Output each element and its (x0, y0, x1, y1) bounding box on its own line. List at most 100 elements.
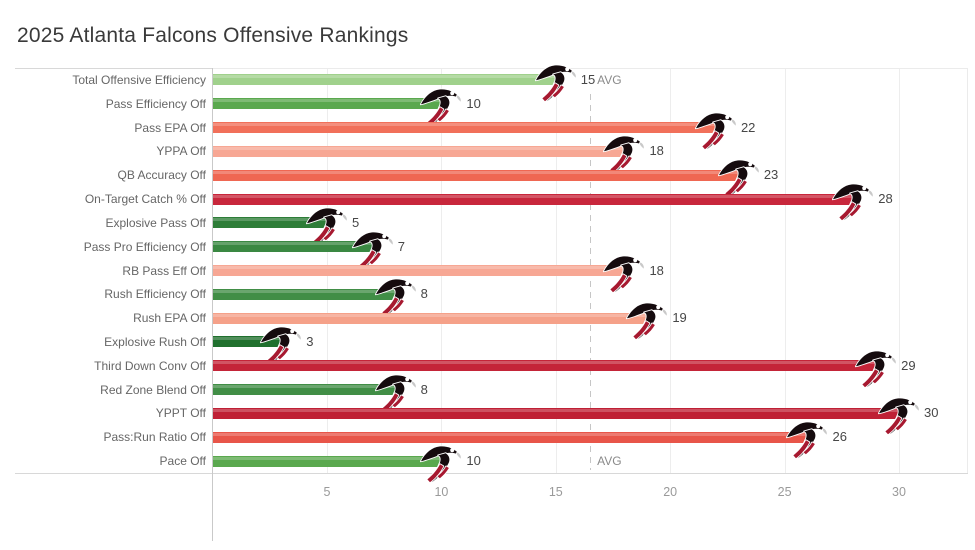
bar-value-label: 19 (672, 310, 687, 326)
bar-highlight (213, 99, 442, 103)
bar-mark[interactable] (213, 122, 717, 134)
falcons-logo-icon (374, 278, 417, 317)
bar-value-label: 18 (649, 143, 664, 159)
bar-mark-logo[interactable] (715, 153, 763, 198)
category-label: Rush Efficiency Off (104, 287, 206, 302)
falcons-logo-icon (832, 183, 874, 222)
bar-mark[interactable] (213, 193, 854, 205)
bar-mark-logo[interactable] (349, 224, 397, 269)
category-label: Total Offensive Efficiency (72, 72, 206, 87)
x-tick-label: 20 (663, 485, 678, 499)
bar-value-label: 26 (832, 429, 847, 445)
category-label: Red Zone Blend Off (100, 382, 206, 397)
bar-highlight (213, 123, 717, 127)
bar-highlight (213, 313, 648, 317)
bar-mark-logo[interactable] (692, 105, 740, 150)
bar-value-label: 8 (420, 381, 428, 397)
x-tick-label: 10 (434, 485, 449, 499)
bar-value-label: 23 (763, 167, 779, 183)
bar-mark-logo[interactable] (417, 439, 465, 484)
bar-value-label: 10 (466, 453, 481, 469)
falcons-logo-icon (603, 135, 646, 174)
bar-highlight (213, 75, 557, 79)
bar-mark-logo[interactable] (372, 272, 420, 317)
bar-value-label: 28 (878, 191, 893, 207)
chart-title: 2025 Atlanta Falcons Offensive Rankings (17, 24, 409, 47)
category-label: On-Target Catch % Off (84, 192, 206, 207)
bar-value-label: 10 (466, 95, 481, 111)
bar-value-label: 7 (397, 238, 405, 254)
category-label: Explosive Pass Off (105, 215, 207, 230)
bar-value-label: 3 (306, 333, 314, 349)
bar-highlight (213, 432, 808, 436)
falcons-logo-icon (534, 64, 577, 103)
bar-mark-logo[interactable] (852, 344, 900, 388)
bar-mark[interactable] (213, 169, 740, 181)
falcons-logo-icon (260, 326, 302, 365)
bar-mark[interactable] (213, 265, 625, 276)
bar-mark[interactable] (213, 241, 374, 253)
avg-line-label-top: AVG (597, 72, 622, 87)
category-label: Third Down Conv Off (94, 358, 206, 373)
header-top-border (15, 68, 212, 69)
bar-value-label: 30 (924, 405, 939, 421)
falcons-logo-icon (420, 445, 463, 484)
category-label: Pace Off (159, 454, 206, 469)
gridline (670, 68, 672, 473)
bar-mark[interactable] (213, 145, 625, 157)
gridline (899, 68, 900, 473)
falcons-logo-icon (878, 397, 920, 436)
bar-value-label: 22 (740, 119, 756, 135)
bar-mark[interactable] (213, 74, 557, 86)
bar-mark-logo[interactable] (372, 367, 420, 412)
bar-value-label: 18 (649, 262, 664, 278)
falcons-logo-icon (306, 207, 348, 246)
category-label: Explosive Rush Off (104, 334, 206, 349)
bar-highlight (213, 408, 900, 412)
falcons-logo-icon (420, 88, 463, 126)
bar-mark-logo[interactable] (600, 129, 648, 174)
bar-highlight (213, 385, 397, 389)
avg-line-label-bottom: AVG (597, 454, 622, 469)
bar-mark-logo[interactable] (875, 391, 923, 436)
bar-mark-logo[interactable] (829, 177, 877, 222)
falcons-logo-icon (855, 350, 897, 388)
bar-mark[interactable] (213, 384, 397, 396)
bar-mark-logo[interactable] (623, 296, 671, 341)
bar-highlight (213, 266, 625, 269)
bar-highlight (213, 337, 282, 341)
bar-mark-logo[interactable] (532, 58, 580, 103)
bar-mark[interactable] (213, 407, 900, 419)
falcons-logo-icon (694, 112, 737, 150)
bar-mark-logo[interactable] (257, 320, 305, 365)
bar-mark[interactable] (213, 217, 328, 229)
falcons-logo-icon (351, 231, 394, 269)
bar-mark-logo[interactable] (600, 248, 648, 293)
category-label: RB Pass Eff Off (122, 263, 206, 278)
bar-mark-logo[interactable] (783, 415, 831, 460)
gridline (784, 68, 786, 473)
bar-mark[interactable] (213, 455, 442, 467)
bar-mark[interactable] (213, 431, 808, 443)
bar-highlight (213, 218, 328, 222)
x-tick-label: 15 (548, 485, 563, 499)
bar-value-label: 29 (901, 357, 916, 373)
falcons-logo-icon (626, 302, 669, 341)
category-label: Rush EPA Off (133, 311, 206, 326)
category-label: QB Accuracy Off (117, 168, 206, 183)
x-tick-label: 25 (777, 485, 792, 499)
bar-value-label: 8 (420, 286, 428, 302)
bar-mark[interactable] (213, 288, 397, 300)
bar-value-label: 15 (580, 71, 596, 87)
category-label: Pass Pro Efficiency Off (83, 239, 206, 254)
bar-mark[interactable] (213, 360, 877, 372)
avg-reference-line (590, 94, 592, 470)
category-label: YPPA Off (156, 144, 206, 159)
bar-mark[interactable] (213, 312, 648, 324)
bar-mark[interactable] (213, 98, 442, 110)
bar-mark-logo[interactable] (417, 82, 465, 126)
bar-mark[interactable] (213, 336, 282, 348)
bar-value-label: 5 (352, 214, 360, 230)
bar-mark-logo[interactable] (303, 201, 351, 246)
